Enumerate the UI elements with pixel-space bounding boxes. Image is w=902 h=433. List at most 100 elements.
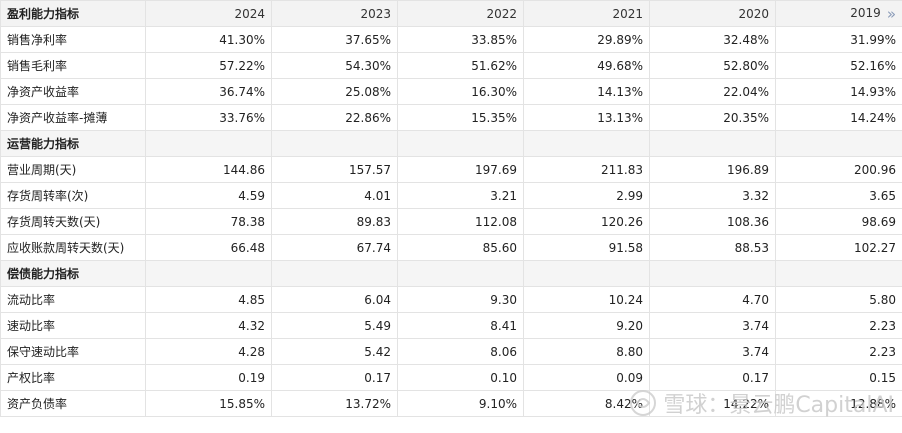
row-label: 速动比率 [0,312,146,339]
cell-value: 3.21 [397,182,524,209]
cell-value: 78.38 [145,208,272,235]
year-header: 2021 [523,0,650,27]
cell-value: 8.06 [397,338,524,365]
year-header: 2020 [649,0,776,27]
cell-value: 52.16% [775,52,902,79]
cell-value: 15.85% [145,390,272,417]
cell-value: 6.04 [271,286,398,313]
row-label: 保守速动比率 [0,338,146,365]
cell-value: 36.74% [145,78,272,105]
cell-value: 120.26 [523,208,650,235]
cell-value: 0.17 [271,364,398,391]
row-label: 营业周期(天) [0,156,146,183]
cell-value: 211.83 [523,156,650,183]
cell-value: 85.60 [397,234,524,261]
cell-value: 20.35% [649,104,776,131]
section-title: 偿债能力指标 [0,260,146,287]
table-row: 保守速动比率 4.28 5.42 8.06 8.80 3.74 2.23 [0,338,902,365]
financial-indicators-table: 盈利能力指标 2024 2023 2022 2021 2020 2019» 销售… [0,0,902,417]
cell-value: 57.22% [145,52,272,79]
cell-value: 33.76% [145,104,272,131]
cell-value: 51.62% [397,52,524,79]
row-label: 流动比率 [0,286,146,313]
cell-value: 66.48 [145,234,272,261]
year-header: 2024 [145,0,272,27]
cell-value: 9.30 [397,286,524,313]
cell-value: 3.32 [649,182,776,209]
table-row: 销售净利率 41.30% 37.65% 33.85% 29.89% 32.48%… [0,26,902,53]
section-header-row: 偿债能力指标 [0,260,902,287]
cell-value: 89.83 [271,208,398,235]
header-section-title: 盈利能力指标 [0,0,146,27]
cell-value: 4.32 [145,312,272,339]
table-row: 销售毛利率 57.22% 54.30% 51.62% 49.68% 52.80%… [0,52,902,79]
row-label: 产权比率 [0,364,146,391]
cell-value: 4.85 [145,286,272,313]
cell-value: 2.23 [775,312,902,339]
cell-value: 144.86 [145,156,272,183]
cell-value: 98.69 [775,208,902,235]
cell-value: 22.86% [271,104,398,131]
table-row: 产权比率 0.19 0.17 0.10 0.09 0.17 0.15 [0,364,902,391]
table-row: 净资产收益率 36.74% 25.08% 16.30% 14.13% 22.04… [0,78,902,105]
row-label: 净资产收益率 [0,78,146,105]
cell-value: 33.85% [397,26,524,53]
row-label: 存货周转天数(天) [0,208,146,235]
cell-value: 12.88% [775,390,902,417]
cell-value: 25.08% [271,78,398,105]
cell-value: 14.13% [523,78,650,105]
cell-value: 2.99 [523,182,650,209]
table-row: 速动比率 4.32 5.49 8.41 9.20 3.74 2.23 [0,312,902,339]
cell-value: 108.36 [649,208,776,235]
cell-value: 8.42% [523,390,650,417]
cell-value: 32.48% [649,26,776,53]
year-header: 2019» [775,0,902,27]
cell-value: 29.89% [523,26,650,53]
cell-value: 102.27 [775,234,902,261]
cell-value: 8.41 [397,312,524,339]
cell-value: 41.30% [145,26,272,53]
section-header-row: 运营能力指标 [0,130,902,157]
cell-value: 112.08 [397,208,524,235]
header-row: 盈利能力指标 2024 2023 2022 2021 2020 2019» [0,0,902,27]
table-row: 资产负债率 15.85% 13.72% 9.10% 8.42% 14.22% 1… [0,390,902,417]
cell-value: 4.59 [145,182,272,209]
cell-value: 3.74 [649,312,776,339]
cell-value: 49.68% [523,52,650,79]
table-row: 营业周期(天) 144.86 157.57 197.69 211.83 196.… [0,156,902,183]
cell-value: 0.15 [775,364,902,391]
table-row: 存货周转率(次) 4.59 4.01 3.21 2.99 3.32 3.65 [0,182,902,209]
cell-value: 4.01 [271,182,398,209]
year-header: 2022 [397,0,524,27]
year-header: 2023 [271,0,398,27]
cell-value: 37.65% [271,26,398,53]
cell-value: 157.57 [271,156,398,183]
double-chevron-right-icon[interactable]: » [886,4,896,23]
row-label: 净资产收益率-摊薄 [0,104,146,131]
cell-value: 4.70 [649,286,776,313]
cell-value: 91.58 [523,234,650,261]
cell-value: 14.24% [775,104,902,131]
cell-value: 0.19 [145,364,272,391]
cell-value: 0.17 [649,364,776,391]
cell-value: 5.42 [271,338,398,365]
table-row: 净资产收益率-摊薄 33.76% 22.86% 15.35% 13.13% 20… [0,104,902,131]
cell-value: 8.80 [523,338,650,365]
cell-value: 15.35% [397,104,524,131]
cell-value: 52.80% [649,52,776,79]
cell-value: 9.10% [397,390,524,417]
cell-value: 54.30% [271,52,398,79]
cell-value: 10.24 [523,286,650,313]
section-title: 运营能力指标 [0,130,146,157]
row-label: 存货周转率(次) [0,182,146,209]
cell-value: 9.20 [523,312,650,339]
cell-value: 4.28 [145,338,272,365]
cell-value: 5.49 [271,312,398,339]
cell-value: 200.96 [775,156,902,183]
table-row: 流动比率 4.85 6.04 9.30 10.24 4.70 5.80 [0,286,902,313]
cell-value: 0.09 [523,364,650,391]
cell-value: 31.99% [775,26,902,53]
cell-value: 67.74 [271,234,398,261]
row-label: 销售净利率 [0,26,146,53]
cell-value: 197.69 [397,156,524,183]
